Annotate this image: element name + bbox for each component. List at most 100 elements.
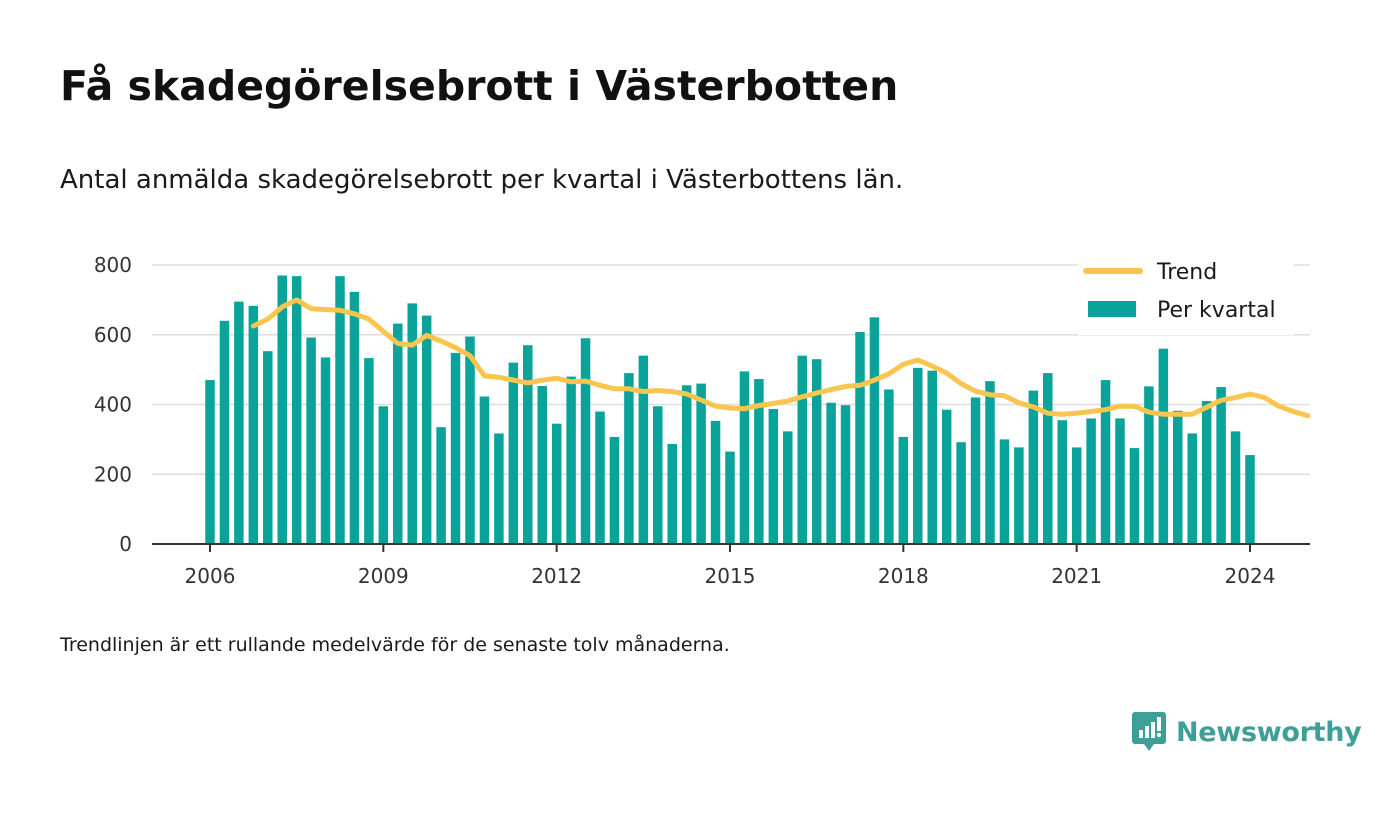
bar	[999, 439, 1010, 544]
bar	[1216, 387, 1226, 544]
x-axis-tick-labels: 2006 2009 2012 2015 2018 2021 2024	[185, 564, 1276, 588]
bar	[306, 337, 316, 544]
bar	[219, 320, 230, 544]
bar	[234, 301, 244, 544]
bar	[1245, 455, 1255, 544]
bar	[566, 376, 576, 544]
y-axis-tick-labels: 0 200 400 600 800	[94, 253, 132, 556]
bar	[1230, 431, 1241, 544]
trend-series	[250, 297, 1311, 419]
y-tick-label: 400	[94, 393, 132, 417]
bar	[927, 370, 937, 544]
trend-line	[250, 297, 1311, 419]
bar	[364, 358, 374, 544]
bar	[335, 276, 345, 544]
bar	[1129, 448, 1140, 544]
bar	[291, 276, 302, 544]
y-tick-label: 800	[94, 253, 132, 277]
bar	[826, 402, 836, 544]
bar	[725, 451, 735, 544]
bar	[970, 397, 981, 544]
x-tick-label: 2006	[185, 564, 236, 588]
bar	[869, 317, 880, 544]
bar	[1173, 410, 1183, 544]
legend-background	[1078, 253, 1294, 335]
bar	[1014, 447, 1024, 544]
bar	[768, 409, 779, 544]
x-tick-label: 2009	[358, 564, 409, 588]
bar	[754, 379, 764, 544]
bar	[609, 436, 620, 544]
chart-subtitle: Antal anmälda skadegörelsebrott per kvar…	[60, 165, 904, 195]
bar	[248, 305, 259, 544]
legend-bar-label: Per kvartal	[1157, 298, 1276, 323]
bar	[884, 389, 894, 544]
newsworthy-logo-icon	[1132, 712, 1166, 751]
bar	[1043, 373, 1053, 544]
bar	[465, 336, 475, 544]
bar	[1086, 418, 1096, 544]
axes	[152, 543, 1310, 552]
bar	[421, 315, 432, 544]
x-tick-label: 2018	[878, 564, 929, 588]
bar	[1028, 390, 1039, 544]
bar	[263, 351, 273, 544]
bar	[595, 411, 605, 544]
bar	[913, 367, 923, 544]
brand-name: Newsworthy	[1176, 716, 1362, 748]
bar	[494, 433, 504, 544]
bar	[523, 345, 533, 544]
bar	[1057, 420, 1067, 544]
x-tick-label: 2021	[1051, 564, 1102, 588]
bar	[580, 338, 591, 544]
bar	[1158, 348, 1169, 544]
legend: Trend Per kvartal	[1078, 253, 1294, 335]
x-tick-label: 2012	[531, 564, 582, 588]
y-tick-label: 0	[119, 532, 132, 556]
chart-title: Få skadegörelsebrott i Västerbotten	[60, 62, 899, 110]
bar	[840, 405, 851, 544]
bar	[1071, 447, 1082, 544]
x-tick-label: 2024	[1225, 564, 1276, 588]
bar	[1201, 401, 1212, 544]
bar	[537, 386, 547, 544]
bar	[696, 383, 706, 544]
bar	[378, 406, 389, 544]
bar	[1144, 386, 1154, 544]
bar	[479, 396, 490, 544]
bar	[1100, 380, 1111, 544]
bar	[739, 371, 750, 544]
bar	[855, 331, 865, 544]
bar	[407, 303, 417, 544]
bar-series	[205, 275, 1255, 544]
brand: Newsworthy	[1132, 712, 1362, 752]
bar	[1187, 433, 1197, 544]
bar	[898, 436, 909, 544]
bar	[681, 385, 692, 544]
bar	[436, 427, 446, 544]
legend-trend-label: Trend	[1156, 260, 1217, 285]
bar	[667, 443, 677, 544]
bar	[1115, 418, 1125, 544]
bar	[941, 409, 952, 544]
bar	[985, 381, 995, 544]
bar	[811, 359, 822, 544]
bar	[205, 380, 215, 544]
bar	[653, 406, 663, 544]
bar	[508, 362, 519, 544]
bar	[320, 357, 331, 544]
bar	[710, 420, 721, 544]
bar	[956, 442, 966, 544]
bar	[277, 275, 287, 544]
bar	[797, 355, 807, 544]
y-tick-label: 600	[94, 323, 132, 347]
y-tick-label: 200	[94, 462, 132, 486]
bar	[783, 431, 793, 544]
x-tick-label: 2015	[705, 564, 756, 588]
legend-bar-swatch	[1088, 301, 1136, 317]
footnote: Trendlinjen är ett rullande medelvärde f…	[60, 634, 730, 656]
bar	[551, 423, 562, 544]
bar	[450, 352, 461, 544]
bar	[624, 373, 634, 544]
